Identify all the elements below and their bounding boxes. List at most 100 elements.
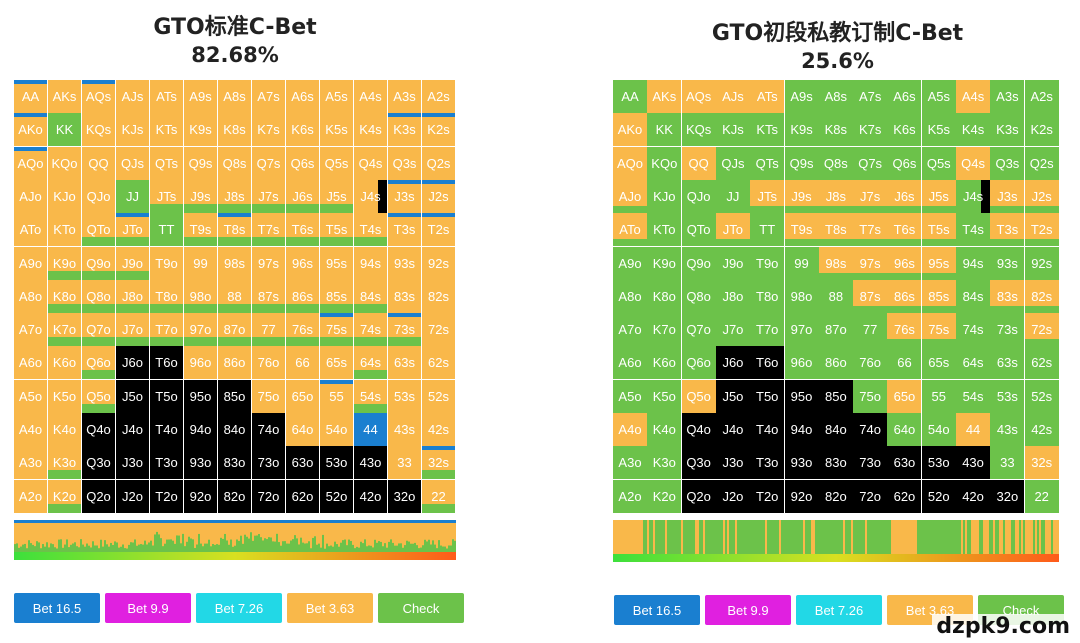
- hand-cell[interactable]: A9o: [14, 246, 48, 281]
- hand-cell[interactable]: KJo: [48, 179, 82, 214]
- hand-cell[interactable]: K9o: [647, 246, 683, 281]
- hand-cell[interactable]: T6o: [750, 346, 786, 381]
- hand-cell[interactable]: 86o: [218, 346, 252, 381]
- hand-cell[interactable]: 32s: [1024, 446, 1060, 481]
- hand-cell[interactable]: QTo: [82, 213, 116, 248]
- hand-cell[interactable]: JJ: [715, 179, 751, 214]
- hand-cell[interactable]: 62s: [422, 346, 456, 381]
- hand-cell[interactable]: JTo: [116, 213, 150, 248]
- hand-cell[interactable]: 64s: [956, 346, 992, 381]
- hand-cell[interactable]: 87s: [853, 279, 889, 314]
- hand-cell[interactable]: 54s: [956, 379, 992, 414]
- hand-cell[interactable]: 63o: [286, 446, 320, 481]
- hand-cell[interactable]: 97s: [252, 246, 286, 281]
- hand-cell[interactable]: Q3s: [388, 146, 422, 181]
- hand-cell[interactable]: K7s: [853, 113, 889, 148]
- hand-cell[interactable]: 84s: [956, 279, 992, 314]
- hand-cell[interactable]: 98s: [218, 246, 252, 281]
- hand-cell[interactable]: KK: [647, 113, 683, 148]
- hand-cell[interactable]: Q7o: [82, 313, 116, 348]
- hand-cell[interactable]: 94o: [784, 413, 820, 448]
- hand-cell[interactable]: A2s: [1024, 80, 1060, 114]
- hand-cell[interactable]: 85o: [818, 379, 854, 414]
- hand-cell[interactable]: AQs: [82, 80, 116, 114]
- hand-cell[interactable]: QJo: [82, 179, 116, 214]
- hand-cell[interactable]: A7s: [252, 80, 286, 114]
- hand-cell[interactable]: K3s: [990, 113, 1026, 148]
- legend-bet-7-26[interactable]: Bet 7.26: [196, 593, 282, 623]
- hand-cell[interactable]: 76o: [853, 346, 889, 381]
- hand-cell[interactable]: 53s: [388, 379, 422, 414]
- hand-cell[interactable]: Q3o: [82, 446, 116, 481]
- hand-cell[interactable]: 84o: [218, 413, 252, 448]
- hand-cell[interactable]: 99: [184, 246, 218, 281]
- hand-cell[interactable]: T7s: [252, 213, 286, 248]
- hand-cell[interactable]: A7o: [613, 313, 648, 348]
- hand-cell[interactable]: 74s: [354, 313, 388, 348]
- hand-cell[interactable]: T3o: [750, 446, 786, 481]
- hand-cell[interactable]: 42s: [1024, 413, 1060, 448]
- hand-cell[interactable]: KJo: [647, 179, 683, 214]
- hand-cell[interactable]: K3s: [388, 113, 422, 148]
- hand-cell[interactable]: 87s: [252, 279, 286, 314]
- hand-cell[interactable]: 52o: [320, 479, 354, 514]
- hand-cell[interactable]: 96s: [887, 246, 923, 281]
- hand-cell[interactable]: T9s: [784, 213, 820, 248]
- hand-cell[interactable]: 65s: [320, 346, 354, 381]
- hand-cell[interactable]: 22: [422, 479, 456, 514]
- hand-cell[interactable]: A6o: [14, 346, 48, 381]
- hand-cell[interactable]: 42s: [422, 413, 456, 448]
- hand-cell[interactable]: T6s: [887, 213, 923, 248]
- hand-cell[interactable]: 94s: [354, 246, 388, 281]
- hand-cell[interactable]: J9s: [184, 179, 218, 214]
- hand-cell[interactable]: TT: [750, 213, 786, 248]
- hand-cell[interactable]: T8o: [750, 279, 786, 314]
- hand-cell[interactable]: K8s: [218, 113, 252, 148]
- hand-cell[interactable]: 96o: [784, 346, 820, 381]
- legend-bet-9-9[interactable]: Bet 9.9: [105, 593, 191, 623]
- hand-cell[interactable]: 52s: [1024, 379, 1060, 414]
- hand-cell[interactable]: 82o: [218, 479, 252, 514]
- hand-cell[interactable]: J2s: [1024, 179, 1060, 214]
- hand-cell[interactable]: A5o: [613, 379, 648, 414]
- hand-cell[interactable]: J2s: [422, 179, 456, 214]
- hand-cell[interactable]: Q5o: [82, 379, 116, 414]
- hand-cell[interactable]: T9o: [750, 246, 786, 281]
- hand-cell[interactable]: J7s: [252, 179, 286, 214]
- hand-cell[interactable]: 88: [818, 279, 854, 314]
- hand-cell[interactable]: Q3s: [990, 146, 1026, 181]
- hand-cell[interactable]: J7o: [715, 313, 751, 348]
- hand-cell[interactable]: 75o: [853, 379, 889, 414]
- hand-cell[interactable]: TT: [150, 213, 184, 248]
- hand-cell[interactable]: 95s: [921, 246, 957, 281]
- hand-cell[interactable]: A4s: [956, 80, 992, 114]
- hand-cell[interactable]: QQ: [82, 146, 116, 181]
- legend-check[interactable]: Check: [378, 593, 464, 623]
- hand-cell[interactable]: 95o: [184, 379, 218, 414]
- hand-cell[interactable]: T5o: [750, 379, 786, 414]
- hand-cell[interactable]: K6o: [647, 346, 683, 381]
- hand-cell[interactable]: J4s: [354, 179, 388, 214]
- hand-cell[interactable]: AJs: [715, 80, 751, 114]
- hand-cell[interactable]: 84s: [354, 279, 388, 314]
- hand-cell[interactable]: 84o: [818, 413, 854, 448]
- hand-cell[interactable]: 53s: [990, 379, 1026, 414]
- hand-cell[interactable]: J7s: [853, 179, 889, 214]
- hand-cell[interactable]: 99: [784, 246, 820, 281]
- hand-cell[interactable]: K7s: [252, 113, 286, 148]
- hand-cell[interactable]: 74s: [956, 313, 992, 348]
- hand-cell[interactable]: 83o: [218, 446, 252, 481]
- hand-cell[interactable]: K8o: [647, 279, 683, 314]
- hand-cell[interactable]: 53o: [320, 446, 354, 481]
- hand-cell[interactable]: 43s: [990, 413, 1026, 448]
- hand-cell[interactable]: A2o: [613, 479, 648, 514]
- hand-cell[interactable]: 87o: [218, 313, 252, 348]
- hand-cell[interactable]: 65s: [921, 346, 957, 381]
- hand-cell[interactable]: A9s: [184, 80, 218, 114]
- hand-cell[interactable]: A5s: [320, 80, 354, 114]
- hand-cell[interactable]: K3o: [647, 446, 683, 481]
- legend-bet-9-9[interactable]: Bet 9.9: [705, 595, 791, 625]
- hand-cell[interactable]: 96o: [184, 346, 218, 381]
- hand-cell[interactable]: 73o: [252, 446, 286, 481]
- hand-cell[interactable]: 87o: [818, 313, 854, 348]
